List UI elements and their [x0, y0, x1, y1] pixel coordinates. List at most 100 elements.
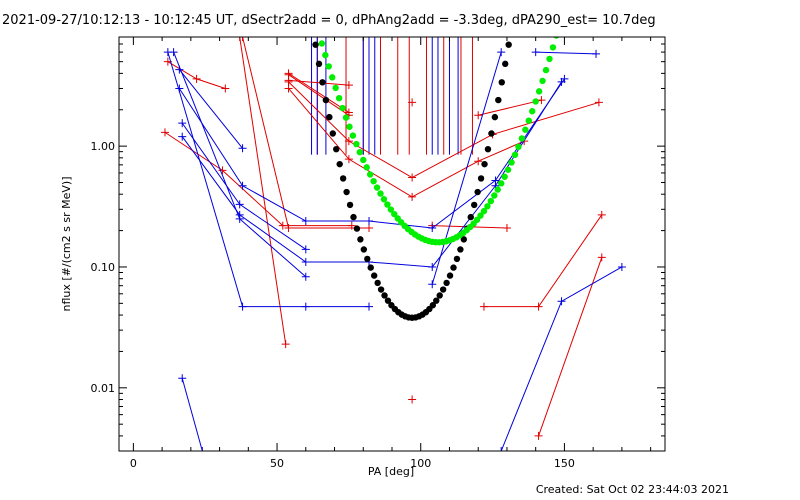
black-fit-dot	[315, 60, 323, 68]
blue-series-line-15	[178, 69, 243, 149]
red-point-3-0	[235, 37, 244, 41]
blue-point-20-3	[365, 302, 374, 311]
red-point-8-3	[474, 157, 483, 166]
red-point-11-0	[479, 302, 488, 311]
black-fit-dot	[377, 286, 385, 293]
green-fit-dot	[366, 171, 374, 178]
green-fit-dot	[491, 192, 498, 199]
black-fit-dot	[457, 246, 464, 253]
green-fit-dot	[508, 159, 515, 166]
green-fit-dot	[322, 51, 329, 59]
black-fit-dot	[453, 255, 461, 263]
blue-point-17-1	[235, 200, 244, 209]
green-fit-dot	[549, 44, 557, 51]
black-fit-dot	[436, 292, 443, 299]
red-point-1-1	[218, 166, 227, 175]
green-fit-dot	[522, 126, 529, 133]
blue-point-16-1	[238, 181, 247, 190]
black-fit-dot	[470, 201, 478, 209]
red-point-4-1	[344, 81, 353, 90]
red-point-2-1	[284, 224, 293, 233]
green-fit-dot	[325, 63, 332, 70]
black-fit-dot	[384, 297, 392, 304]
black-fit-dot	[312, 41, 319, 48]
green-fit-dot	[356, 148, 364, 156]
black-fit-dot	[491, 113, 499, 121]
red-series-line-2	[242, 37, 370, 229]
blue-point-23-1	[557, 297, 566, 306]
y-tick-label: 1.00	[91, 140, 116, 153]
chart-title: 2021-09-27/10:12:13 - 10:12:45 UT, dSect…	[2, 13, 656, 28]
red-point-7-1	[344, 137, 353, 146]
red-point-2-0	[238, 37, 247, 41]
green-fit-dot	[315, 28, 321, 34]
red-point-12-0	[534, 431, 543, 440]
blue-point-21-0	[428, 280, 437, 289]
green-fit-dot	[511, 151, 519, 159]
black-fit-dot	[477, 175, 485, 182]
black-fit-dot	[364, 255, 371, 263]
blue-series-line-21	[431, 51, 502, 285]
green-fit-dot	[504, 166, 512, 173]
blue-point-15-1	[238, 144, 247, 153]
black-fit-dot	[484, 145, 492, 153]
red-series-line-12	[538, 257, 603, 437]
red-series-line-6	[288, 74, 350, 116]
blue-point-24-1	[592, 49, 601, 58]
axes: 0 50 100 150 0.01 0.10 1.00	[91, 36, 666, 470]
red-point-2-2	[365, 224, 374, 233]
green-fit-dot	[349, 132, 357, 139]
blue-series-line-16	[178, 78, 565, 229]
black-fit-dot	[367, 264, 374, 271]
blue-series-line-24	[535, 51, 597, 55]
black-fit-dot	[360, 246, 368, 253]
black-fit-dot	[329, 130, 337, 137]
red-point-1-2	[278, 221, 287, 230]
y-axis-label: nflux [#/(cm2 s sr MeV)]	[60, 177, 73, 312]
black-fit-dot	[443, 279, 450, 287]
green-fit-dot	[535, 88, 543, 95]
black-fit-dot	[333, 145, 340, 153]
green-fit-curve	[315, 28, 560, 246]
blue-point-18-4	[428, 262, 437, 271]
red-point-0-1	[192, 74, 201, 83]
blue-series-line-19	[173, 51, 307, 278]
black-fit-dot	[467, 213, 474, 221]
black-fit-dot	[319, 79, 326, 86]
blue-point-18-2	[301, 257, 310, 266]
green-fit-dot	[477, 212, 484, 219]
green-fit-dot	[370, 177, 377, 185]
black-fit-dot	[505, 41, 512, 48]
blue-point-20-0	[163, 48, 172, 57]
green-fit-dot	[529, 108, 536, 115]
black-fit-dot	[374, 279, 381, 287]
plot-frame	[118, 36, 666, 452]
blue-point-19-1	[235, 214, 244, 223]
black-fit-dot	[346, 201, 354, 209]
blue-point-22-0	[178, 374, 187, 383]
green-fit-dot	[387, 206, 395, 213]
red-point-9-1	[502, 224, 511, 233]
green-fit-dot	[318, 40, 326, 47]
red-point-8-2	[408, 192, 417, 201]
plot-area	[160, 28, 626, 451]
x-tick-label: 0	[130, 457, 137, 470]
red-point-8-0	[284, 84, 293, 93]
green-fit-dot	[339, 104, 346, 112]
blue-point-20-1	[238, 302, 247, 311]
red-point-6-0	[284, 70, 293, 79]
green-fit-dot	[377, 190, 384, 197]
green-fit-dot	[332, 84, 339, 92]
green-fit-dot	[532, 98, 539, 105]
green-fit-dot	[335, 94, 343, 102]
black-fit-dot	[326, 113, 333, 121]
red-point-7-4	[594, 98, 603, 107]
red-point-8-1	[344, 155, 353, 164]
red-series-line-10	[478, 99, 542, 116]
red-series-line-1	[164, 131, 352, 227]
blue-series-line-23	[500, 266, 623, 451]
black-fit-dot	[336, 160, 343, 168]
green-fit-dot	[480, 207, 488, 215]
green-fit-dot	[380, 196, 388, 203]
